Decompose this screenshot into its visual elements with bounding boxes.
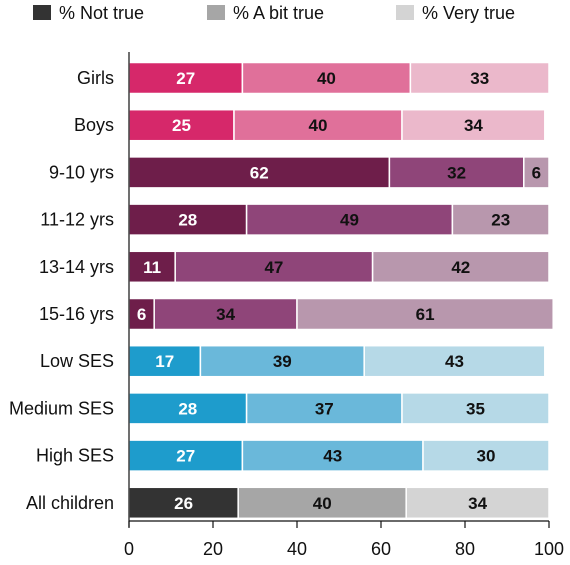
- category-label: High SES: [36, 446, 114, 466]
- category-label: 15-16 yrs: [39, 304, 114, 324]
- bar-segment: [451, 203, 550, 236]
- data-label: 6: [532, 163, 541, 182]
- data-label: 61: [416, 305, 435, 324]
- bar-segment: [128, 486, 239, 520]
- data-label: 47: [264, 258, 283, 277]
- category-label: Girls: [77, 68, 114, 88]
- data-label: 62: [250, 163, 269, 182]
- x-axis: 0 20 40 60 80 100: [124, 52, 564, 559]
- data-label: 43: [323, 447, 342, 466]
- category-label: 13-14 yrs: [39, 257, 114, 277]
- data-label: 33: [470, 69, 489, 88]
- legend-label-3: % Very true: [422, 3, 515, 23]
- bars: 27 40 33 25 40 34 62 32 6 28 49 23 11 47 42 6 34 61 17 39 43…: [128, 61, 554, 520]
- bar-segment: [405, 486, 550, 520]
- data-label: 30: [477, 447, 496, 466]
- bar-segment: [409, 61, 550, 95]
- bar-segment: [296, 297, 554, 331]
- bar-segment: [523, 156, 550, 189]
- category-label: 9-10 yrs: [49, 162, 114, 182]
- bar-segment: [174, 250, 374, 284]
- legend-swatch-3: [396, 5, 414, 20]
- bar-segment: [245, 392, 403, 425]
- bar-segment: [128, 156, 391, 189]
- category-label: Low SES: [40, 351, 114, 371]
- x-tick-label: 100: [534, 539, 564, 559]
- legend: % Not true % A bit true % Very true: [33, 3, 515, 23]
- legend-label-1: % Not true: [59, 3, 144, 23]
- bar-segment: [237, 486, 407, 520]
- data-label: 27: [176, 69, 195, 88]
- bar-segment: [401, 108, 546, 142]
- category-label: Boys: [74, 115, 114, 135]
- data-label: 6: [137, 305, 146, 324]
- data-label: 37: [315, 399, 334, 418]
- legend-label-2: % A bit true: [233, 3, 324, 23]
- bar-segment: [363, 344, 546, 378]
- data-label: 26: [174, 494, 193, 513]
- bar-segment: [388, 156, 525, 189]
- data-label: 34: [468, 494, 487, 513]
- data-label: 34: [216, 305, 235, 324]
- category-labels: Girls Boys 9-10 yrs 11-12 yrs 13-14 yrs 15-16…: [9, 68, 114, 513]
- bar-segment: [128, 392, 248, 425]
- data-label: 40: [313, 494, 332, 513]
- data-label: 43: [445, 352, 464, 371]
- data-label: 23: [491, 211, 510, 230]
- data-label: 34: [464, 116, 483, 135]
- data-label: 28: [178, 211, 197, 230]
- bar-segment: [128, 344, 202, 378]
- category-label: Medium SES: [9, 398, 114, 418]
- data-label: 27: [176, 447, 195, 466]
- bar-segment: [241, 61, 412, 95]
- data-label: 49: [340, 211, 359, 230]
- bar-segment: [233, 108, 403, 142]
- x-tick-label: 20: [203, 539, 223, 559]
- data-label: 11: [143, 258, 161, 277]
- data-label: 40: [317, 69, 336, 88]
- bar-segment: [128, 439, 244, 472]
- bar-segment: [128, 250, 176, 284]
- bar-segment: [371, 250, 550, 284]
- category-label: All children: [26, 493, 114, 513]
- bar-segment: [153, 297, 298, 331]
- bar-segment: [401, 392, 550, 425]
- x-tick-label: 60: [371, 539, 391, 559]
- bar-segment: [422, 439, 550, 472]
- data-label: 40: [309, 116, 328, 135]
- data-label: 35: [466, 399, 485, 418]
- data-label: 17: [155, 352, 174, 371]
- data-label: 39: [273, 352, 292, 371]
- legend-swatch-2: [207, 5, 225, 20]
- x-tick-label: 80: [455, 539, 475, 559]
- data-label: 25: [172, 116, 191, 135]
- x-tick-label: 40: [287, 539, 307, 559]
- data-label: 28: [178, 399, 197, 418]
- category-label: 11-12 yrs: [40, 210, 114, 230]
- data-label: 32: [447, 163, 466, 182]
- bar-segment: [199, 344, 365, 378]
- x-tick-label: 0: [124, 539, 134, 559]
- legend-swatch-1: [33, 5, 51, 20]
- data-label: 42: [451, 258, 470, 277]
